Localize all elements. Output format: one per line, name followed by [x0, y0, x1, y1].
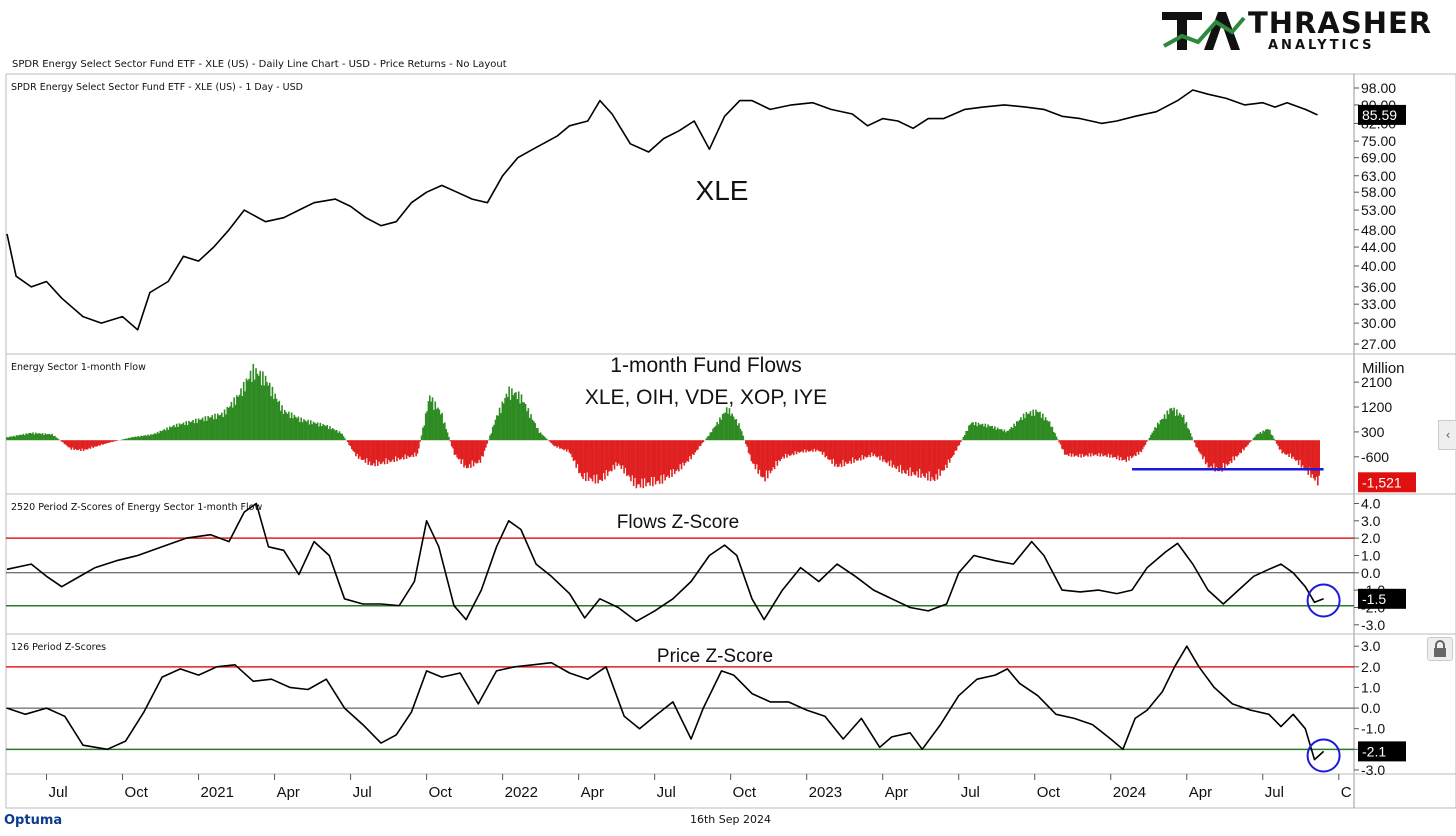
y-tick-label-0-10: 40.00 — [1361, 258, 1396, 274]
highlight-circle-2 — [1306, 583, 1341, 618]
y-tick-label-0-8: 48.00 — [1361, 222, 1396, 238]
x-tick-label-12: Jul — [961, 784, 980, 801]
series-line-2 — [6, 502, 1324, 623]
y-tick-label-2-4: 0.0 — [1361, 565, 1381, 581]
x-tick-label-7: Apr — [581, 784, 604, 801]
x-tick-label-2: 2021 — [201, 784, 234, 801]
y-tick-label-0-3: 75.00 — [1361, 133, 1396, 149]
chart-frame — [5, 73, 1456, 809]
x-tick-label-10: 2023 — [809, 784, 842, 801]
y-tick-label-3-1: 2.0 — [1361, 659, 1381, 675]
x-tick-label-6: 2022 — [505, 784, 538, 801]
y-tick-label-0-7: 53.00 — [1361, 202, 1396, 218]
logo-text: THRASHER — [1248, 6, 1433, 40]
panel-subtitle-1: XLE, OIH, VDE, XOP, IYE — [585, 386, 827, 409]
x-tick-label-8: Jul — [657, 784, 676, 801]
y-tick-label-3-6: -3.0 — [1361, 762, 1385, 778]
panel-title-0: XLE — [696, 175, 749, 206]
y-tick-label-0-6: 58.00 — [1361, 184, 1396, 200]
y-tick-label-2-2: 2.0 — [1361, 530, 1381, 546]
panel-label-2: 2520 Period Z-Scores of Energy Sector 1-… — [11, 502, 262, 513]
x-tick-label-13: Oct — [1037, 784, 1061, 801]
y-tick-label-1-2: 300 — [1361, 424, 1385, 440]
highlight-circle-3 — [1306, 738, 1341, 773]
y-tick-label-2-1: 3.0 — [1361, 513, 1381, 529]
y-tick-label-2-7: -3.0 — [1361, 617, 1385, 633]
y-tick-label-2-0: 4.0 — [1361, 495, 1381, 511]
series-line-0 — [6, 89, 1318, 331]
y-tick-label-0-0: 98.00 — [1361, 80, 1396, 96]
logo-subtext: ANALYTICS — [1268, 38, 1375, 53]
logo-mark-icon — [1162, 12, 1246, 50]
last-value-badge-1 — [1358, 472, 1416, 493]
x-tick-label-17: C — [1341, 784, 1352, 801]
panel-label-3: 126 Period Z-Scores — [11, 642, 106, 653]
lock-icon[interactable] — [1427, 637, 1453, 661]
y-tick-label-3-3: 0.0 — [1361, 700, 1381, 716]
y-tick-label-0-14: 27.00 — [1361, 336, 1396, 352]
y-axis-title-1: Million — [1362, 360, 1405, 377]
y-tick-label-3-4: -1.0 — [1361, 721, 1385, 737]
x-tick-label-11: Apr — [885, 784, 908, 801]
x-tick-label-9: Oct — [733, 784, 757, 801]
y-tick-label-1-1: 1200 — [1361, 399, 1392, 415]
panel-title-2: Flows Z-Score — [617, 512, 739, 533]
collapse-panel-chevron-icon[interactable]: ‹ — [1438, 420, 1456, 450]
y-tick-label-0-11: 36.00 — [1361, 279, 1396, 295]
x-tick-label-0: Jul — [49, 784, 68, 801]
y-tick-label-0-9: 44.00 — [1361, 239, 1396, 255]
last-value-label-2: -1.5 — [1362, 591, 1386, 607]
y-tick-label-0-12: 33.00 — [1361, 296, 1396, 312]
x-tick-label-4: Jul — [353, 784, 372, 801]
y-tick-label-1-0: 2100 — [1361, 374, 1392, 390]
last-value-badge-2 — [1358, 588, 1406, 609]
y-tick-label-2-3: 1.0 — [1361, 547, 1381, 563]
x-tick-label-14: 2024 — [1113, 784, 1146, 801]
last-value-badge-3 — [1358, 741, 1406, 762]
last-value-label-3: -2.1 — [1362, 743, 1386, 759]
panel-label-1: Energy Sector 1-month Flow — [11, 362, 146, 373]
footer-date: 16th Sep 2024 — [690, 813, 772, 826]
x-tick-label-5: Oct — [429, 784, 453, 801]
y-tick-label-3-0: 3.0 — [1361, 638, 1381, 654]
chart-header: SPDR Energy Select Sector Fund ETF - XLE… — [12, 59, 507, 70]
panel-title-3: Price Z-Score — [657, 646, 773, 667]
last-value-label-0: 85.59 — [1362, 107, 1397, 123]
y-tick-label-0-13: 30.00 — [1361, 315, 1396, 331]
optuma-brand: Optuma — [4, 813, 63, 828]
last-value-label-1: -1,521 — [1362, 474, 1402, 490]
x-tick-label-3: Apr — [277, 784, 300, 801]
thrasher-logo: THRASHER ANALYTICS — [1160, 6, 1431, 54]
panel-title-1: 1-month Fund Flows — [610, 354, 801, 377]
y-tick-label-3-2: 1.0 — [1361, 679, 1381, 695]
x-tick-label-1: Oct — [125, 784, 149, 801]
y-tick-label-0-5: 63.00 — [1361, 168, 1396, 184]
x-tick-label-16: Jul — [1265, 784, 1284, 801]
x-tick-label-15: Apr — [1189, 784, 1212, 801]
y-tick-label-1-3: -600 — [1361, 449, 1389, 465]
last-value-badge-0 — [1358, 104, 1406, 125]
panel-label-0: SPDR Energy Select Sector Fund ETF - XLE… — [11, 82, 303, 93]
series-line-3 — [6, 645, 1325, 761]
y-tick-label-0-4: 69.00 — [1361, 150, 1396, 166]
